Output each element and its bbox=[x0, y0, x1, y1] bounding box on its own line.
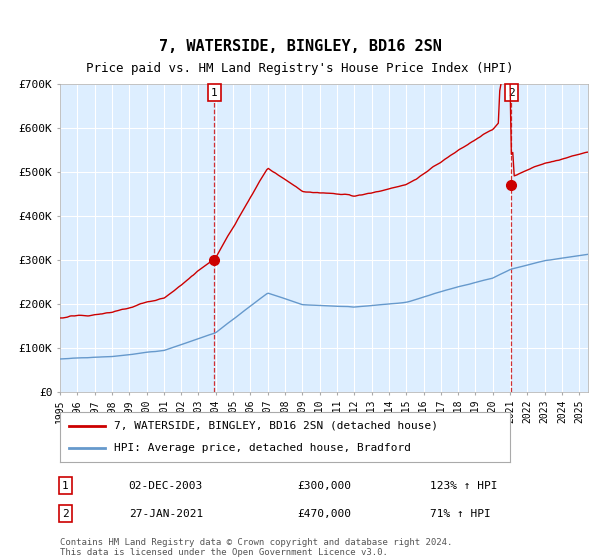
Text: 1: 1 bbox=[211, 88, 218, 98]
Text: 27-JAN-2021: 27-JAN-2021 bbox=[128, 509, 203, 519]
Text: £470,000: £470,000 bbox=[298, 509, 352, 519]
Text: 123% ↑ HPI: 123% ↑ HPI bbox=[430, 481, 497, 491]
Text: Price paid vs. HM Land Registry's House Price Index (HPI): Price paid vs. HM Land Registry's House … bbox=[86, 62, 514, 74]
Text: 02-DEC-2003: 02-DEC-2003 bbox=[128, 481, 203, 491]
Text: HPI: Average price, detached house, Bradford: HPI: Average price, detached house, Brad… bbox=[114, 443, 411, 453]
Text: Contains HM Land Registry data © Crown copyright and database right 2024.
This d: Contains HM Land Registry data © Crown c… bbox=[60, 538, 452, 557]
Text: 71% ↑ HPI: 71% ↑ HPI bbox=[430, 509, 490, 519]
Text: 2: 2 bbox=[62, 509, 68, 519]
Text: £300,000: £300,000 bbox=[298, 481, 352, 491]
Text: 7, WATERSIDE, BINGLEY, BD16 2SN: 7, WATERSIDE, BINGLEY, BD16 2SN bbox=[158, 39, 442, 54]
Text: 1: 1 bbox=[62, 481, 68, 491]
Text: 7, WATERSIDE, BINGLEY, BD16 2SN (detached house): 7, WATERSIDE, BINGLEY, BD16 2SN (detache… bbox=[114, 421, 438, 431]
Text: 2: 2 bbox=[508, 88, 515, 98]
Bar bbox=[214, 84, 511, 392]
